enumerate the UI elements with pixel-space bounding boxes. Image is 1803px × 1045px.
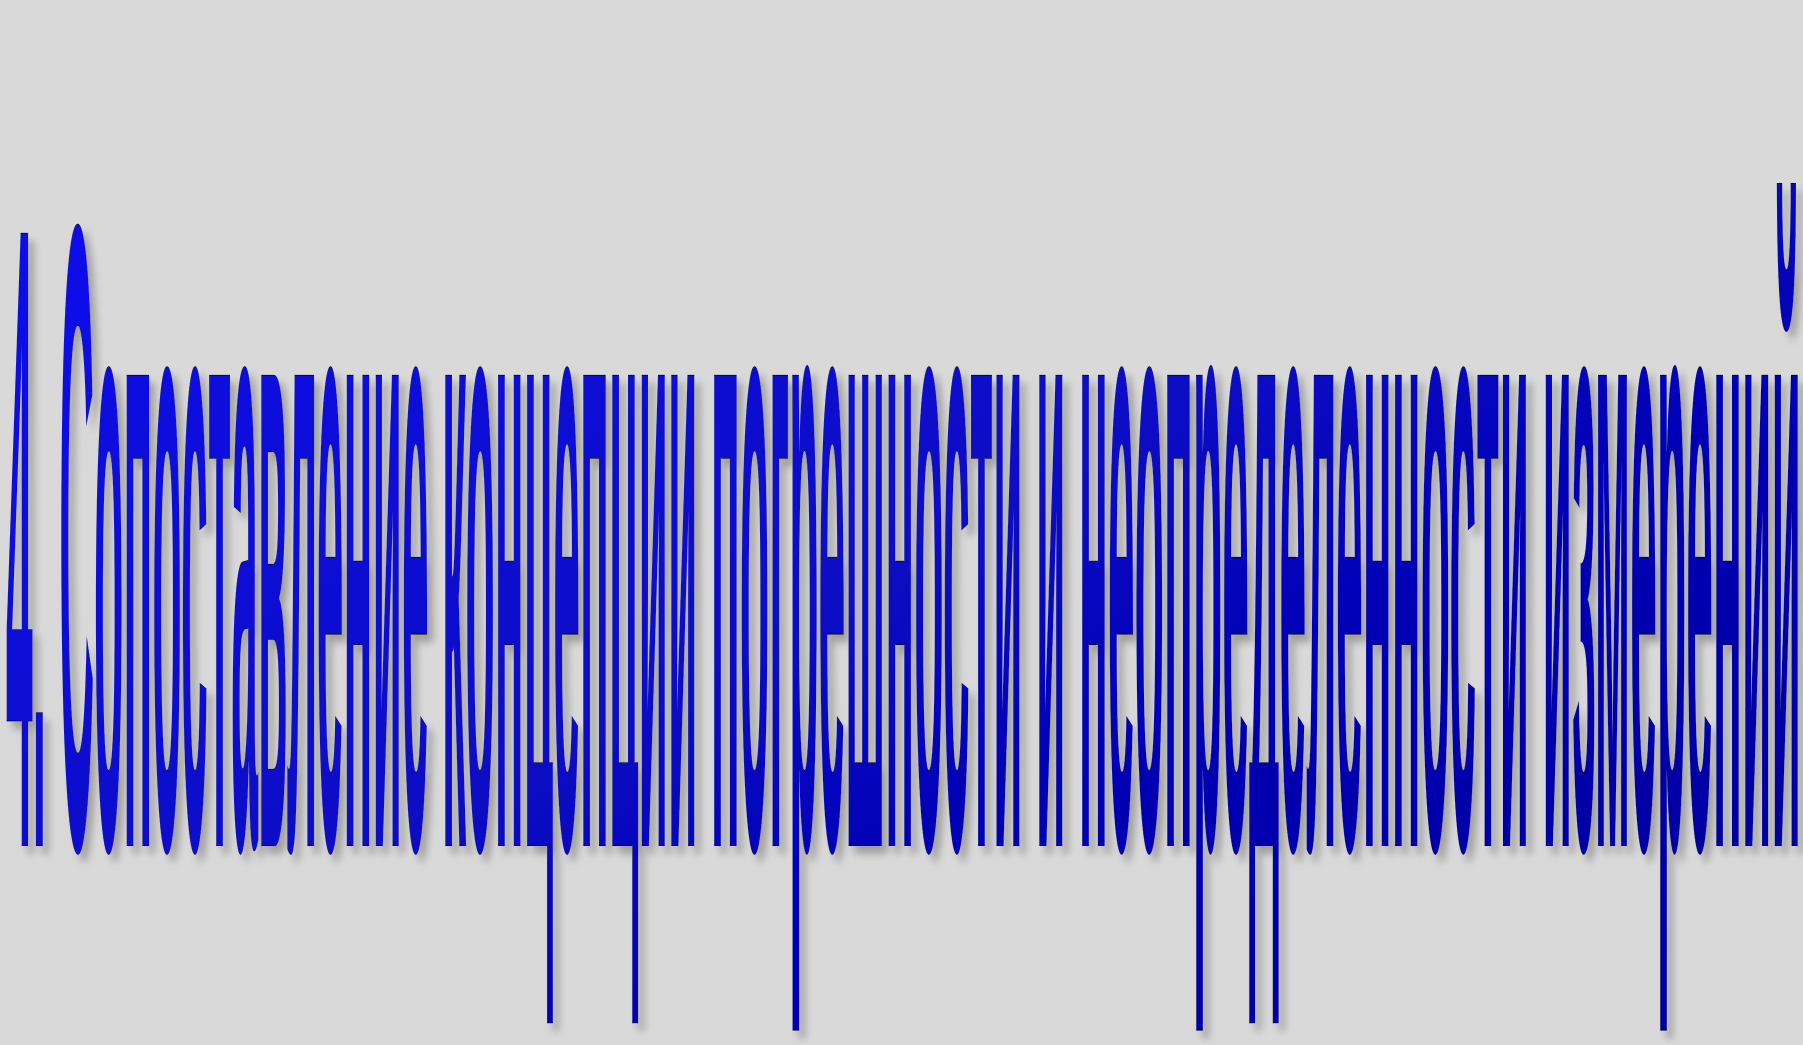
headline-text: 4. Сопоставление концепции погрешности и…	[6, 40, 1801, 1040]
